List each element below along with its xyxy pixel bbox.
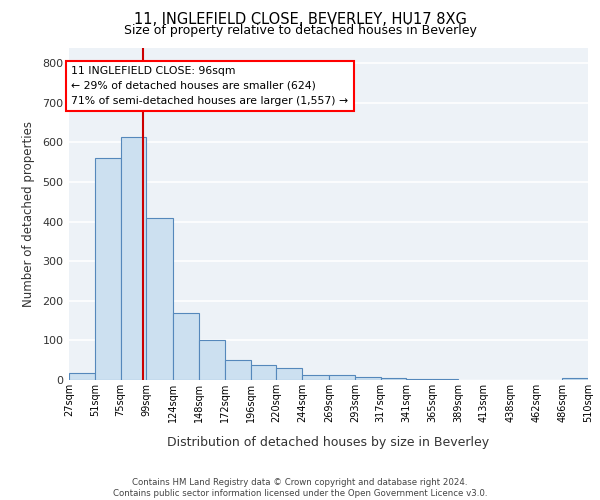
Bar — [251, 365, 277, 380]
Bar — [562, 378, 588, 380]
Bar — [225, 360, 251, 380]
Bar — [95, 158, 121, 380]
Text: 11 INGLEFIELD CLOSE: 96sqm
← 29% of detached houses are smaller (624)
71% of sem: 11 INGLEFIELD CLOSE: 96sqm ← 29% of deta… — [71, 66, 348, 106]
Bar — [432, 379, 458, 380]
Bar — [199, 340, 225, 380]
Bar — [69, 374, 95, 380]
Bar — [121, 136, 146, 380]
Bar — [302, 375, 329, 380]
Bar — [173, 312, 199, 380]
Bar — [406, 379, 432, 380]
Bar — [146, 218, 173, 380]
Text: 11, INGLEFIELD CLOSE, BEVERLEY, HU17 8XG: 11, INGLEFIELD CLOSE, BEVERLEY, HU17 8XG — [134, 12, 466, 26]
Bar — [380, 378, 406, 380]
Bar — [277, 368, 302, 380]
Bar — [329, 375, 355, 380]
Bar — [355, 377, 380, 380]
Y-axis label: Number of detached properties: Number of detached properties — [22, 120, 35, 306]
Text: Contains HM Land Registry data © Crown copyright and database right 2024.
Contai: Contains HM Land Registry data © Crown c… — [113, 478, 487, 498]
Text: Size of property relative to detached houses in Beverley: Size of property relative to detached ho… — [124, 24, 476, 37]
X-axis label: Distribution of detached houses by size in Beverley: Distribution of detached houses by size … — [167, 436, 490, 449]
